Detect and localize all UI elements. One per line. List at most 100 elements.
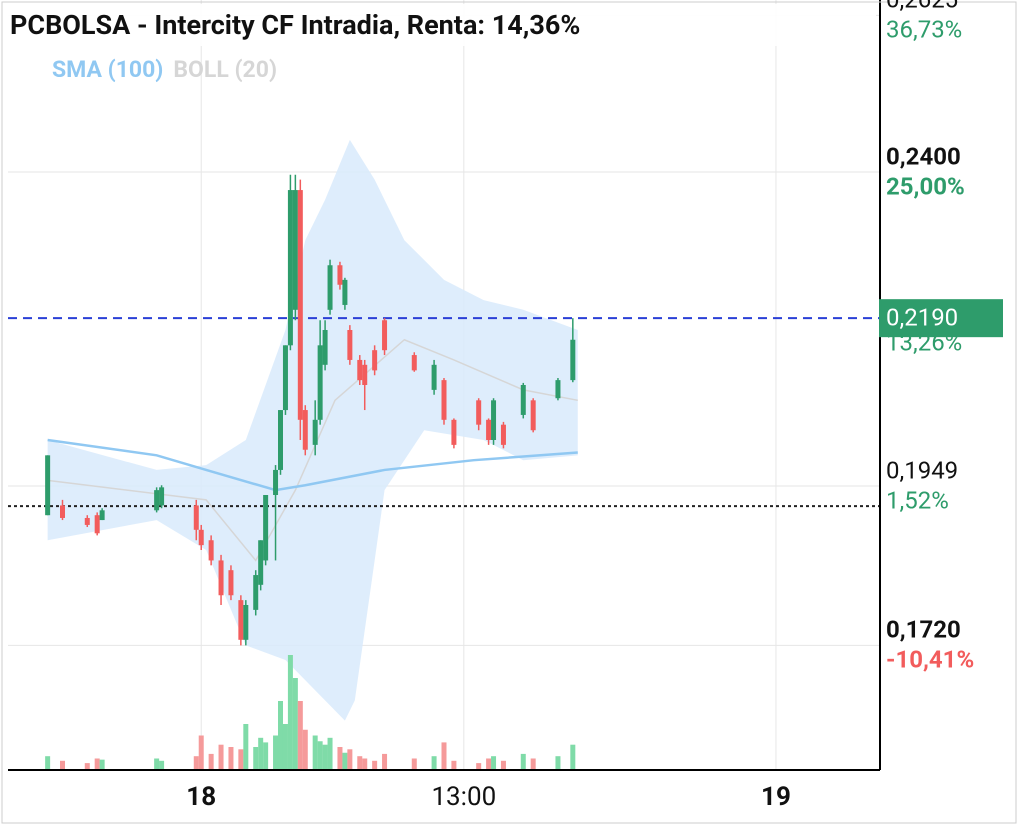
candle-body [243,605,249,640]
volume-bar [238,749,244,770]
volume-bar [411,758,417,770]
candle-body [154,490,160,511]
volume-bar [99,759,105,770]
volume-bar [555,756,561,770]
legend-entry: SMA (100) [52,56,163,83]
volume-bar [278,701,283,770]
candle-body [337,265,343,285]
volume-bar [292,678,298,770]
candle-body [297,190,303,420]
volume-bar [253,747,259,770]
candle-body [94,515,100,534]
volume-bar [273,735,279,770]
candle-body [292,190,298,310]
volume-bar [243,724,249,770]
volume-bar [287,655,293,770]
candle-body [99,510,105,521]
candle-body [84,517,90,525]
volume-bar [500,760,506,770]
volume-bar [441,742,447,770]
volume-bar [154,758,160,770]
candle-body [273,469,279,495]
candle-body [555,380,561,399]
boll-mid-line [47,338,578,562]
candle-body [500,424,506,445]
candle-body [347,330,353,360]
y-tick-pct: -10,41% [886,646,974,674]
y-tick-label: 0,2400 [886,142,961,170]
volume-bar [520,753,526,770]
candle-body [253,575,259,610]
candle-body [491,400,497,440]
volume-bar [297,701,303,770]
candle-body [312,419,318,445]
volume-bar [347,749,353,770]
volume-bar [218,744,224,770]
volume-bar [382,753,388,770]
volume-bar [491,756,497,770]
volume-bar [362,758,368,770]
volume-bar [476,763,482,770]
candle-body [322,330,328,365]
volume-bar [327,737,333,770]
volume-bar [84,763,90,770]
candle-body [362,364,368,385]
volume-bar [198,735,204,770]
candle-body [159,487,165,506]
volume-bar [357,756,363,770]
candle-body [357,359,363,381]
x-tick-label: 19 [761,782,791,812]
last-price-tag [879,299,1003,338]
volume-bar [45,756,51,770]
volume-bar [317,741,323,770]
candle-body [570,339,576,381]
volume-bar [372,760,378,770]
volume-bar [228,747,234,770]
y-tick-pct: 1,52% [886,486,949,514]
candle-body [411,355,417,371]
chart-title: PCBOLSA - Intercity CF Intradia, Renta: … [10,9,580,41]
candle-body [282,345,288,411]
y-tick-label: 0,1720 [886,616,961,644]
candle-body [278,410,283,470]
volume-bar [486,758,492,770]
x-tick-label: 18 [186,782,216,812]
volume-bar [159,760,165,770]
candle-body [342,279,348,305]
candle-body [238,600,244,640]
volume-bar [208,753,214,770]
candle-body [60,505,65,518]
sma-line [47,438,578,492]
volume-bar [193,756,199,770]
volume-bar [322,744,328,770]
candle-body [287,190,293,346]
candle-body [476,400,482,425]
candle-body [382,320,388,351]
plot-area [8,0,880,770]
candle-body [431,364,437,390]
candle-body [520,385,526,415]
y-tick-pct: 25,00% [886,172,965,200]
volume-bar [312,735,318,770]
volume-bar [263,742,269,770]
candle-body [486,419,492,440]
candle-body [193,505,199,530]
candle-body [218,560,224,596]
candle-body [258,540,264,585]
candle-body [263,495,269,561]
candle-body [317,345,323,420]
x-tick-label: 13:00 [431,782,496,812]
last-price-label: 0,2190 [886,304,958,332]
y-tick-pct: 36,73% [886,16,962,44]
candle-body [198,529,204,546]
candle-body [441,380,447,420]
volume-bar [342,752,348,770]
volume-bar [60,760,65,770]
volume-bar [94,758,100,770]
volume-bar [258,737,264,770]
candle-body [302,410,308,450]
candle-body [228,570,234,596]
title-bg [6,4,876,46]
